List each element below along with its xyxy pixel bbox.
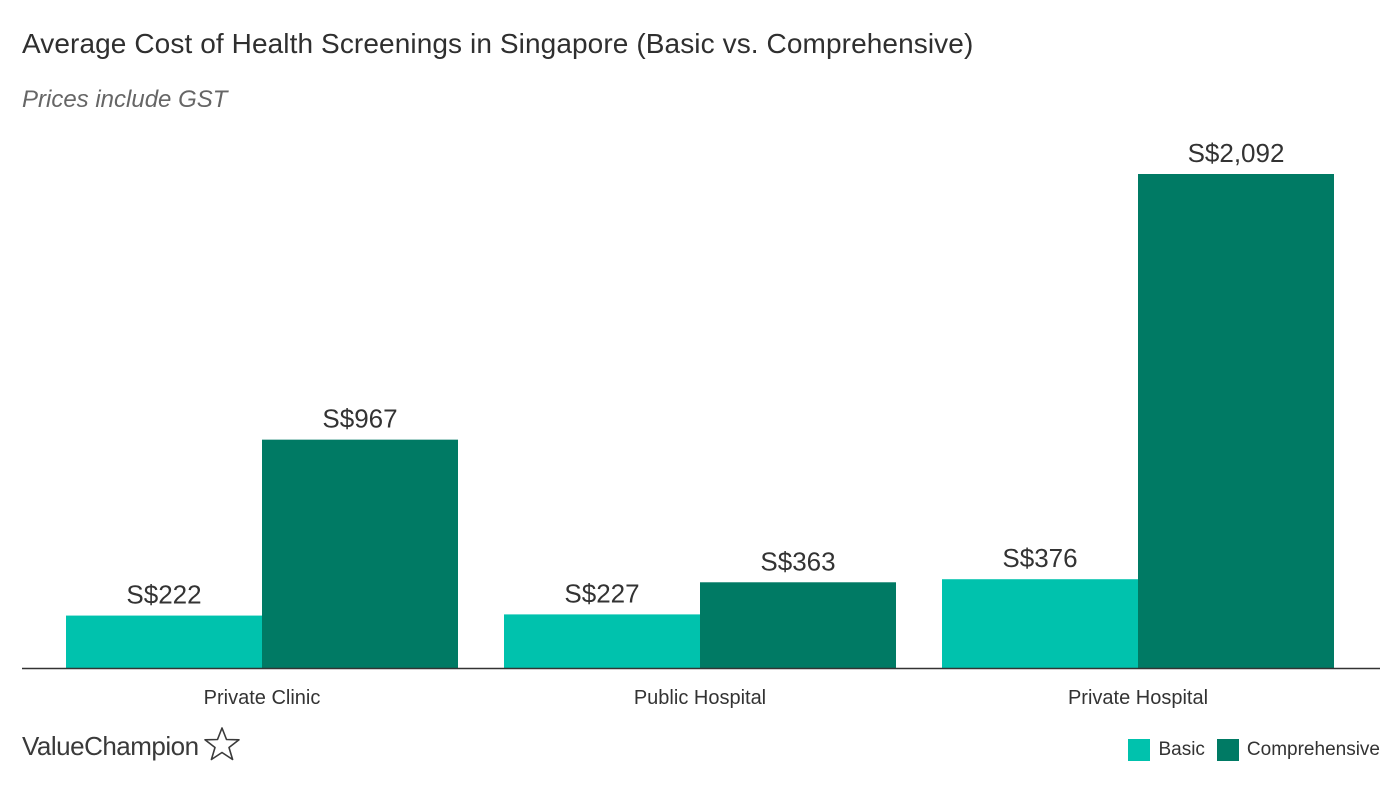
bar-basic-2 [942, 579, 1138, 668]
bar-comprehensive-2 [1138, 174, 1334, 668]
legend-item-comprehensive: Comprehensive [1216, 739, 1380, 761]
legend-label-basic: Basic [1158, 739, 1205, 760]
data-label-comprehensive-0: S$967 [322, 404, 397, 434]
legend-label-comprehensive: Comprehensive [1246, 739, 1380, 760]
data-label-basic-0: S$222 [126, 580, 201, 610]
chart-subtitle: Prices include GST [22, 86, 228, 113]
brand-logo: ValueChampion [22, 726, 241, 767]
legend-swatch-comprehensive [1216, 739, 1239, 761]
legend-swatch-basic [1128, 739, 1151, 761]
x-tick-label-1: Public Hospital [634, 687, 766, 709]
data-label-basic-2: S$376 [1002, 543, 1077, 573]
data-label-comprehensive-2: S$2,092 [1188, 138, 1285, 168]
bar-chart: S$222 S$967 Private Clinic S$227 S$363 Public… [22, 138, 1380, 709]
data-label-basic-1: S$227 [564, 578, 639, 608]
chart-legend: Basic Comprehensive [1124, 739, 1380, 761]
legend-item-basic: Basic [1128, 739, 1205, 761]
data-label-comprehensive-1: S$363 [760, 546, 835, 576]
brand-name: ValueChampion [22, 731, 199, 761]
bar-basic-1 [504, 614, 700, 668]
bar-basic-0 [66, 615, 262, 668]
bar-comprehensive-0 [262, 439, 458, 668]
star-outline-icon [203, 726, 241, 767]
chart-title: Average Cost of Health Screenings in Sin… [22, 28, 974, 59]
x-tick-label-0: Private Clinic [204, 687, 321, 709]
bar-comprehensive-1 [700, 582, 896, 668]
x-tick-label-2: Private Hospital [1068, 687, 1208, 709]
